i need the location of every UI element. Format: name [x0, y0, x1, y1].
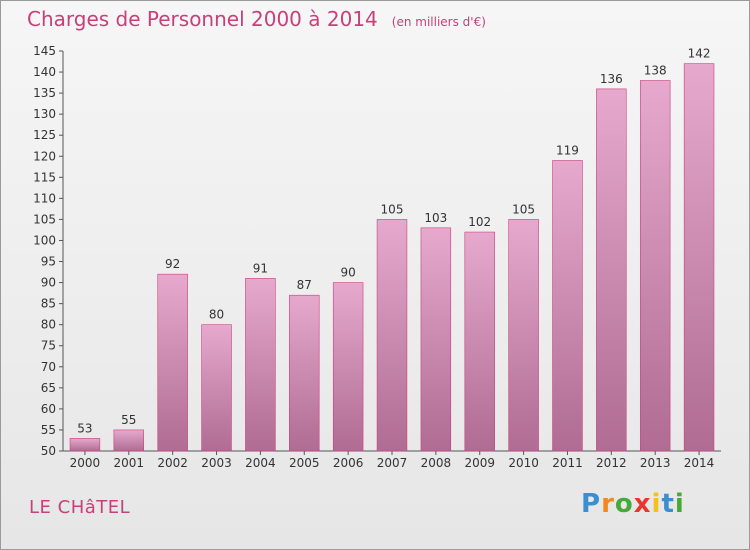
x-tick-label: 2009	[464, 456, 495, 470]
bar-2000	[69, 438, 101, 452]
logo-letter: P	[581, 489, 602, 519]
y-tick-label: 70	[41, 360, 56, 374]
y-tick-label: 130	[33, 107, 56, 121]
y-tick-label: 85	[41, 297, 56, 311]
data-label-2013: 138	[644, 63, 667, 77]
bar-2014	[683, 63, 715, 452]
chart-bars	[69, 63, 715, 452]
bar-2013	[639, 80, 671, 452]
chart-data-labels: 53 55 92 80 91 87 90 105 103 102 105 119 136 138 142	[77, 47, 710, 436]
bar-2002	[157, 273, 188, 452]
x-tick-label: 2010	[508, 456, 539, 470]
x-tick-label: 2003	[201, 456, 232, 470]
y-tick-label: 80	[41, 318, 56, 332]
y-tick-label: 100	[33, 233, 56, 247]
y-tick-label: 105	[33, 212, 56, 226]
y-tick-label: 145	[33, 44, 56, 58]
bar-2006	[332, 282, 364, 452]
y-tick-label: 90	[41, 276, 56, 290]
logo-letter: t	[661, 489, 675, 519]
proxiti-logo: Proxiti	[581, 489, 685, 519]
data-label-2012: 136	[600, 72, 623, 86]
bar-2009	[464, 231, 495, 452]
data-label-2014: 142	[688, 47, 711, 61]
x-tick-label: 2001	[114, 456, 145, 470]
y-tick-label: 95	[41, 255, 56, 269]
logo-letter: i	[651, 489, 662, 519]
logo-letter: x	[633, 489, 652, 519]
bar-2011	[552, 160, 583, 452]
x-tick-label: 2004	[245, 456, 276, 470]
x-tick-label: 2011	[552, 456, 583, 470]
chart-axes: 50 55 60 65 70 75 80 85 90 95 100 105 110 115 120 125 13…	[33, 44, 721, 470]
x-tick-label: 2000	[70, 456, 101, 470]
y-tick-label: 140	[33, 65, 56, 79]
y-tick-label: 125	[33, 128, 56, 142]
y-tick-label: 65	[41, 381, 56, 395]
y-tick-label: 50	[41, 444, 56, 458]
data-label-2005: 87	[297, 278, 312, 292]
data-label-2011: 119	[556, 143, 579, 157]
x-tick-label: 2013	[640, 456, 671, 470]
y-tick-label: 60	[41, 402, 56, 416]
data-label-2004: 91	[253, 261, 268, 275]
y-tick-label: 110	[33, 191, 56, 205]
data-label-2000: 53	[77, 421, 92, 435]
data-label-2003: 80	[209, 308, 224, 322]
chart-title-text: Charges de Personnel 2000 à 2014	[27, 7, 378, 31]
logo-letter: o	[614, 489, 634, 519]
x-tick-label: 2002	[157, 456, 188, 470]
data-label-2008: 103	[424, 211, 447, 225]
x-tick-label: 2008	[421, 456, 452, 470]
x-tick-label: 2012	[596, 456, 627, 470]
y-tick-label: 135	[33, 86, 56, 100]
bar-2005	[289, 294, 320, 452]
bar-2001	[113, 429, 145, 452]
y-tick-label: 115	[33, 170, 56, 184]
y-tick-label: 120	[33, 149, 56, 163]
x-tick-label: 2005	[289, 456, 320, 470]
commune-name: LE CHâTEL	[29, 497, 131, 518]
x-tick-label: 2006	[333, 456, 364, 470]
bar-2003	[201, 324, 232, 452]
bar-2012	[596, 88, 627, 452]
x-tick-label: 2014	[684, 456, 715, 470]
bar-2008	[420, 227, 452, 452]
logo-letter: i	[674, 489, 685, 519]
logo-letter: r	[601, 489, 615, 519]
bar-2004	[245, 278, 276, 452]
data-label-2010: 105	[512, 202, 535, 216]
y-tick-label: 55	[41, 423, 56, 437]
data-label-2001: 55	[121, 413, 136, 427]
bar-2007	[376, 219, 408, 452]
bar-2010	[508, 219, 539, 452]
x-tick-label: 2007	[377, 456, 408, 470]
data-label-2009: 102	[468, 215, 491, 229]
data-label-2006: 90	[340, 266, 355, 280]
chart-title: Charges de Personnel 2000 à 2014 (en mill…	[27, 7, 486, 31]
data-label-2002: 92	[165, 257, 180, 271]
data-label-2007: 105	[381, 202, 404, 216]
chart-subtitle: (en milliers d'€)	[391, 15, 486, 29]
y-tick-label: 75	[41, 339, 56, 353]
